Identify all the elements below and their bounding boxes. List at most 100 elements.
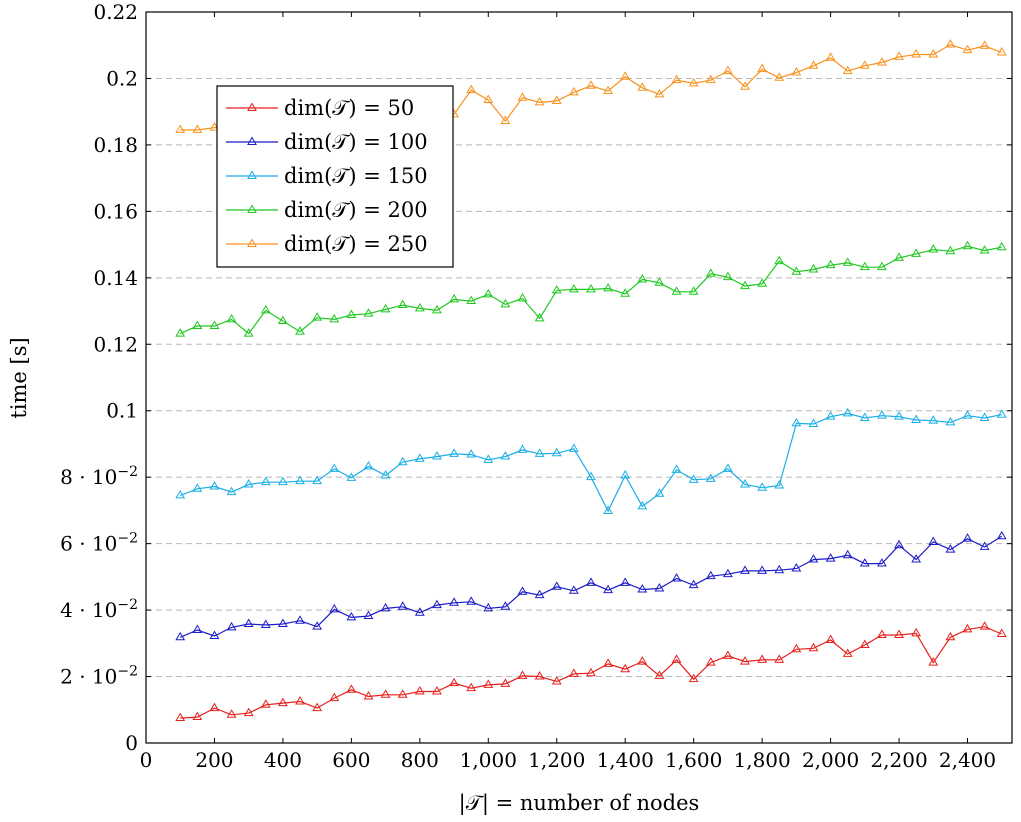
data-point [859, 412, 870, 422]
data-point [637, 583, 648, 593]
data-point [637, 656, 648, 665]
data-point [705, 473, 716, 482]
x-tick-label: 600 [332, 748, 370, 772]
data-point [312, 621, 323, 630]
data-point [654, 88, 665, 98]
series-line [179, 245, 1002, 335]
data-point [911, 554, 922, 563]
legend-label: dim(𝒯) = 50 [284, 96, 414, 120]
data-point [414, 686, 425, 695]
data-point [414, 607, 425, 616]
data-point [842, 65, 853, 75]
data-point [277, 315, 288, 324]
x-tick-label: 2,000 [802, 748, 859, 772]
data-point [209, 702, 220, 712]
x-axis-tick-labels: 0 200 400 600 800 1,000 1,200 1,400 1,600 1,800 2,… [140, 748, 997, 772]
data-point [722, 463, 733, 472]
x-tick-label: 1,000 [460, 748, 517, 772]
x-tick-label: 1,400 [597, 748, 654, 772]
data-point [414, 302, 425, 312]
data-point [243, 478, 254, 488]
data-point [945, 416, 956, 426]
data-point [962, 623, 973, 633]
data-point [688, 673, 699, 683]
data-point [483, 454, 494, 463]
data-point [586, 80, 596, 89]
data-point [825, 259, 836, 269]
data-point [894, 51, 904, 60]
data-point [380, 303, 391, 313]
data-point [705, 268, 716, 277]
x-tick-label: 800 [401, 748, 439, 772]
x-tick-label: 0 [140, 748, 153, 772]
data-point [825, 411, 836, 420]
data-point [842, 257, 853, 266]
series-1 [175, 621, 1007, 722]
data-point [877, 558, 887, 567]
data-point [757, 482, 768, 491]
data-point [637, 82, 648, 91]
data-point [243, 328, 254, 337]
data-point [945, 544, 956, 553]
data-point [705, 657, 716, 666]
data-point [979, 621, 990, 630]
series-3 [175, 407, 1007, 515]
data-point [260, 619, 271, 629]
data-point [722, 650, 733, 659]
data-point [226, 486, 237, 496]
data-point [877, 261, 887, 271]
data-point [603, 85, 614, 95]
data-point [894, 252, 904, 261]
data-point [363, 308, 374, 317]
data-point [534, 312, 545, 322]
data-point [568, 585, 579, 594]
data-point [568, 86, 579, 96]
data-point [688, 579, 699, 589]
data-point [996, 628, 1007, 637]
data-point [637, 500, 648, 510]
data-point [603, 505, 614, 515]
data-point [928, 244, 939, 253]
data-point [432, 686, 442, 695]
data-point [688, 474, 699, 483]
data-point [979, 412, 990, 422]
data-point [175, 489, 186, 499]
x-tick-label: 2,200 [870, 748, 927, 772]
data-point [277, 476, 288, 486]
data-point [705, 570, 716, 580]
data-point [996, 241, 1007, 251]
data-point [466, 295, 477, 305]
y-tick-label: 0.2 [106, 66, 138, 90]
x-tick-label: 1,800 [733, 748, 790, 772]
data-point [466, 84, 477, 94]
data-point [774, 72, 785, 81]
data-point [466, 449, 477, 458]
data-point [312, 312, 323, 321]
data-point [928, 49, 939, 58]
data-point [397, 299, 408, 309]
data-point [859, 261, 870, 271]
data-point [603, 584, 614, 594]
data-point [466, 596, 477, 605]
y-tick-label: 2 · 10−2 [60, 664, 138, 689]
data-point [620, 71, 631, 80]
data-point [568, 668, 579, 677]
data-point [192, 124, 203, 133]
data-point [483, 94, 494, 104]
data-point [312, 475, 323, 485]
data-point [312, 702, 323, 712]
data-point [962, 410, 973, 419]
data-point [380, 602, 391, 612]
data-point [295, 326, 305, 335]
data-point [637, 273, 648, 283]
data-point [586, 667, 596, 677]
data-point [175, 124, 186, 133]
legend-label: dim(𝒯) = 100 [284, 130, 428, 154]
data-point [911, 49, 922, 58]
data-point [500, 451, 511, 460]
data-point [586, 283, 596, 293]
data-point [825, 634, 836, 643]
y-tick-label: 0.1 [106, 399, 138, 423]
data-point [329, 603, 340, 613]
